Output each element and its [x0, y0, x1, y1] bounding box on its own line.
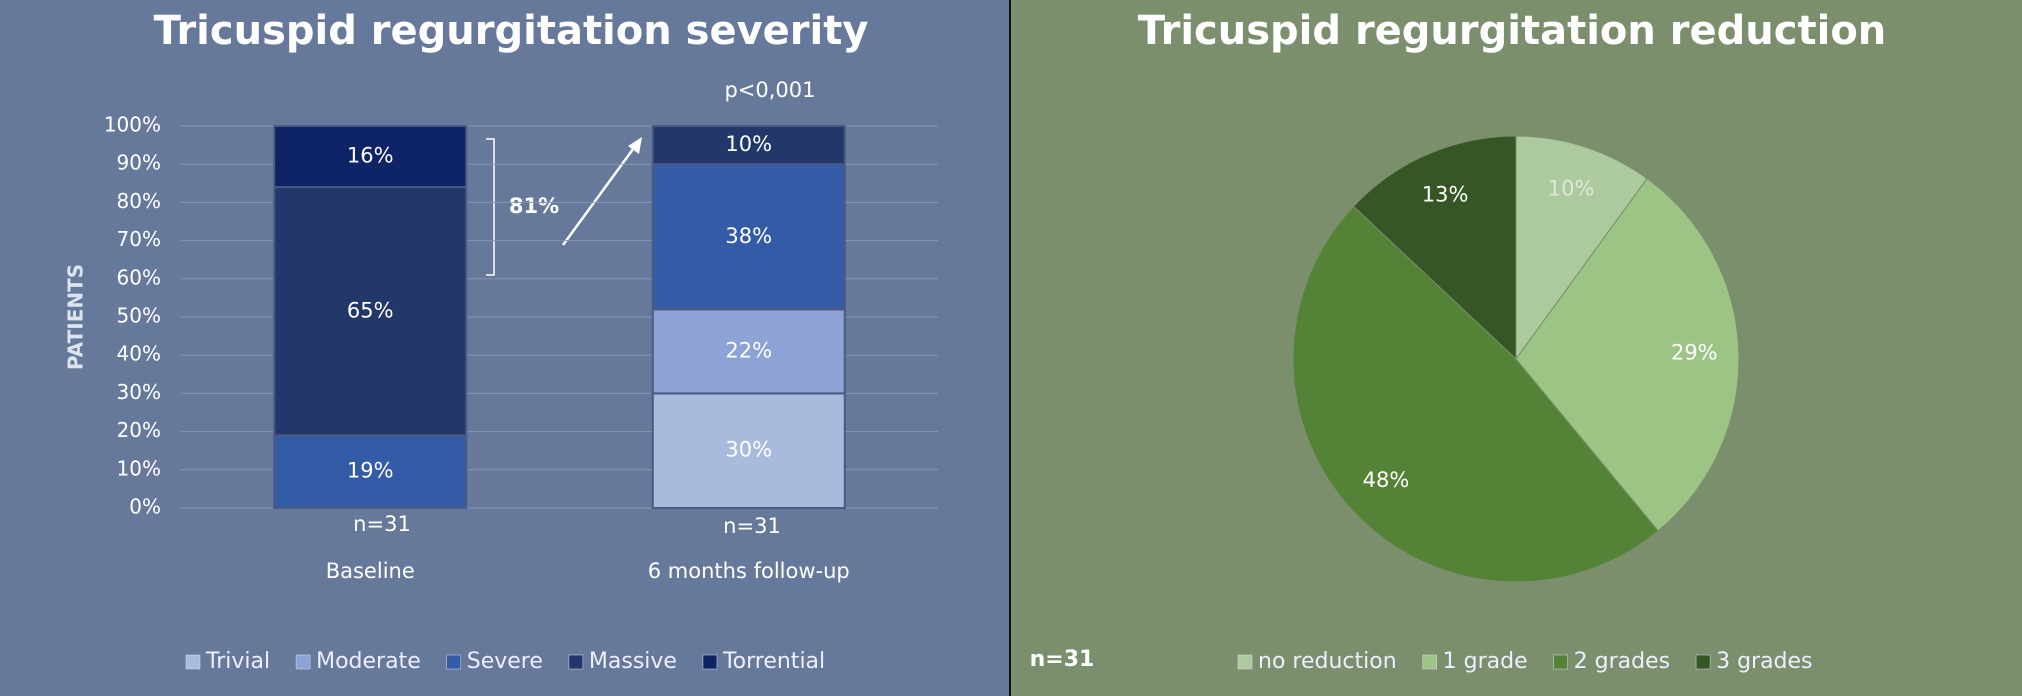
legend-label: Trivial — [205, 649, 270, 674]
y-tick-label: 20% — [117, 418, 161, 442]
bar-segment — [273, 434, 468, 510]
data-label: 10% — [725, 132, 772, 156]
y-tick-label: 90% — [117, 151, 161, 175]
y-tick-label: 60% — [117, 265, 161, 289]
data-label: 10% — [1548, 176, 1595, 200]
n-label: n=31 — [723, 514, 781, 538]
pie-slice — [1352, 135, 1517, 361]
bar-segment — [651, 163, 846, 311]
data-label: 38% — [725, 224, 772, 248]
arrow-head — [628, 137, 642, 154]
y-tick-label: 100% — [104, 113, 161, 137]
legend-swatch — [446, 654, 461, 670]
chart-title: Tricuspid regurgitation reduction — [1138, 8, 1887, 54]
legend-swatch — [295, 654, 311, 670]
x-tick-label: Baseline — [326, 559, 415, 583]
legend-label: Moderate — [316, 649, 421, 674]
reduction-chart: Tricuspid regurgitation reduction n=31 1… — [1030, 8, 1887, 674]
data-label: 65% — [347, 298, 394, 322]
p-value: p<0,001 — [724, 78, 815, 102]
legend-label: no reduction — [1258, 649, 1397, 674]
bracket-label: 81% — [509, 194, 559, 218]
legend-swatch — [1422, 654, 1437, 670]
legend-label: Torrential — [722, 649, 825, 674]
bar-segment — [273, 125, 468, 189]
bar-segment — [273, 186, 468, 437]
data-label: 22% — [725, 338, 772, 362]
legend-swatch — [568, 654, 584, 670]
legend-label: 1 grade — [1443, 649, 1528, 674]
y-tick-label: 50% — [117, 304, 161, 328]
pie-slice — [1292, 205, 1659, 583]
y-tick-label: 80% — [117, 189, 161, 213]
legend-label: Severe — [467, 649, 543, 674]
arrow — [561, 144, 638, 246]
y-axis-label: PATIENTS — [64, 264, 88, 370]
data-label: 48% — [1363, 468, 1410, 492]
data-label: 16% — [347, 144, 394, 168]
severity-chart: Tricuspid regurgitation severity PATIENT… — [64, 8, 938, 674]
y-tick-label: 0% — [129, 495, 161, 519]
n-label: n=31 — [1030, 647, 1095, 672]
legend-swatch — [185, 654, 201, 670]
legend-swatch — [1695, 654, 1711, 670]
x-tick-label: 6 months follow-up — [648, 559, 850, 583]
data-label: 29% — [1671, 340, 1718, 364]
legend-label: 3 grades — [1716, 649, 1812, 674]
data-label: 19% — [347, 459, 394, 483]
y-tick-label: 40% — [117, 342, 161, 366]
pie-slice — [1515, 135, 1648, 361]
bar-segment — [651, 392, 846, 509]
bar-segment — [651, 308, 846, 395]
legend-swatch — [1553, 654, 1568, 670]
data-label: 13% — [1422, 182, 1469, 206]
data-label: 30% — [725, 438, 772, 462]
bar-segment — [651, 125, 846, 166]
y-tick-label: 10% — [117, 456, 161, 480]
y-tick-label: 70% — [117, 227, 161, 251]
legend-label: Massive — [589, 649, 677, 674]
bracket — [486, 138, 495, 276]
legend-label: 2 grades — [1574, 649, 1670, 674]
chart-title: Tricuspid regurgitation severity — [154, 8, 869, 54]
y-tick-label: 30% — [117, 380, 161, 404]
n-label: n=31 — [353, 512, 411, 536]
legend-swatch — [702, 654, 718, 670]
legend-swatch — [1237, 654, 1253, 670]
pie-slice — [1515, 177, 1740, 532]
